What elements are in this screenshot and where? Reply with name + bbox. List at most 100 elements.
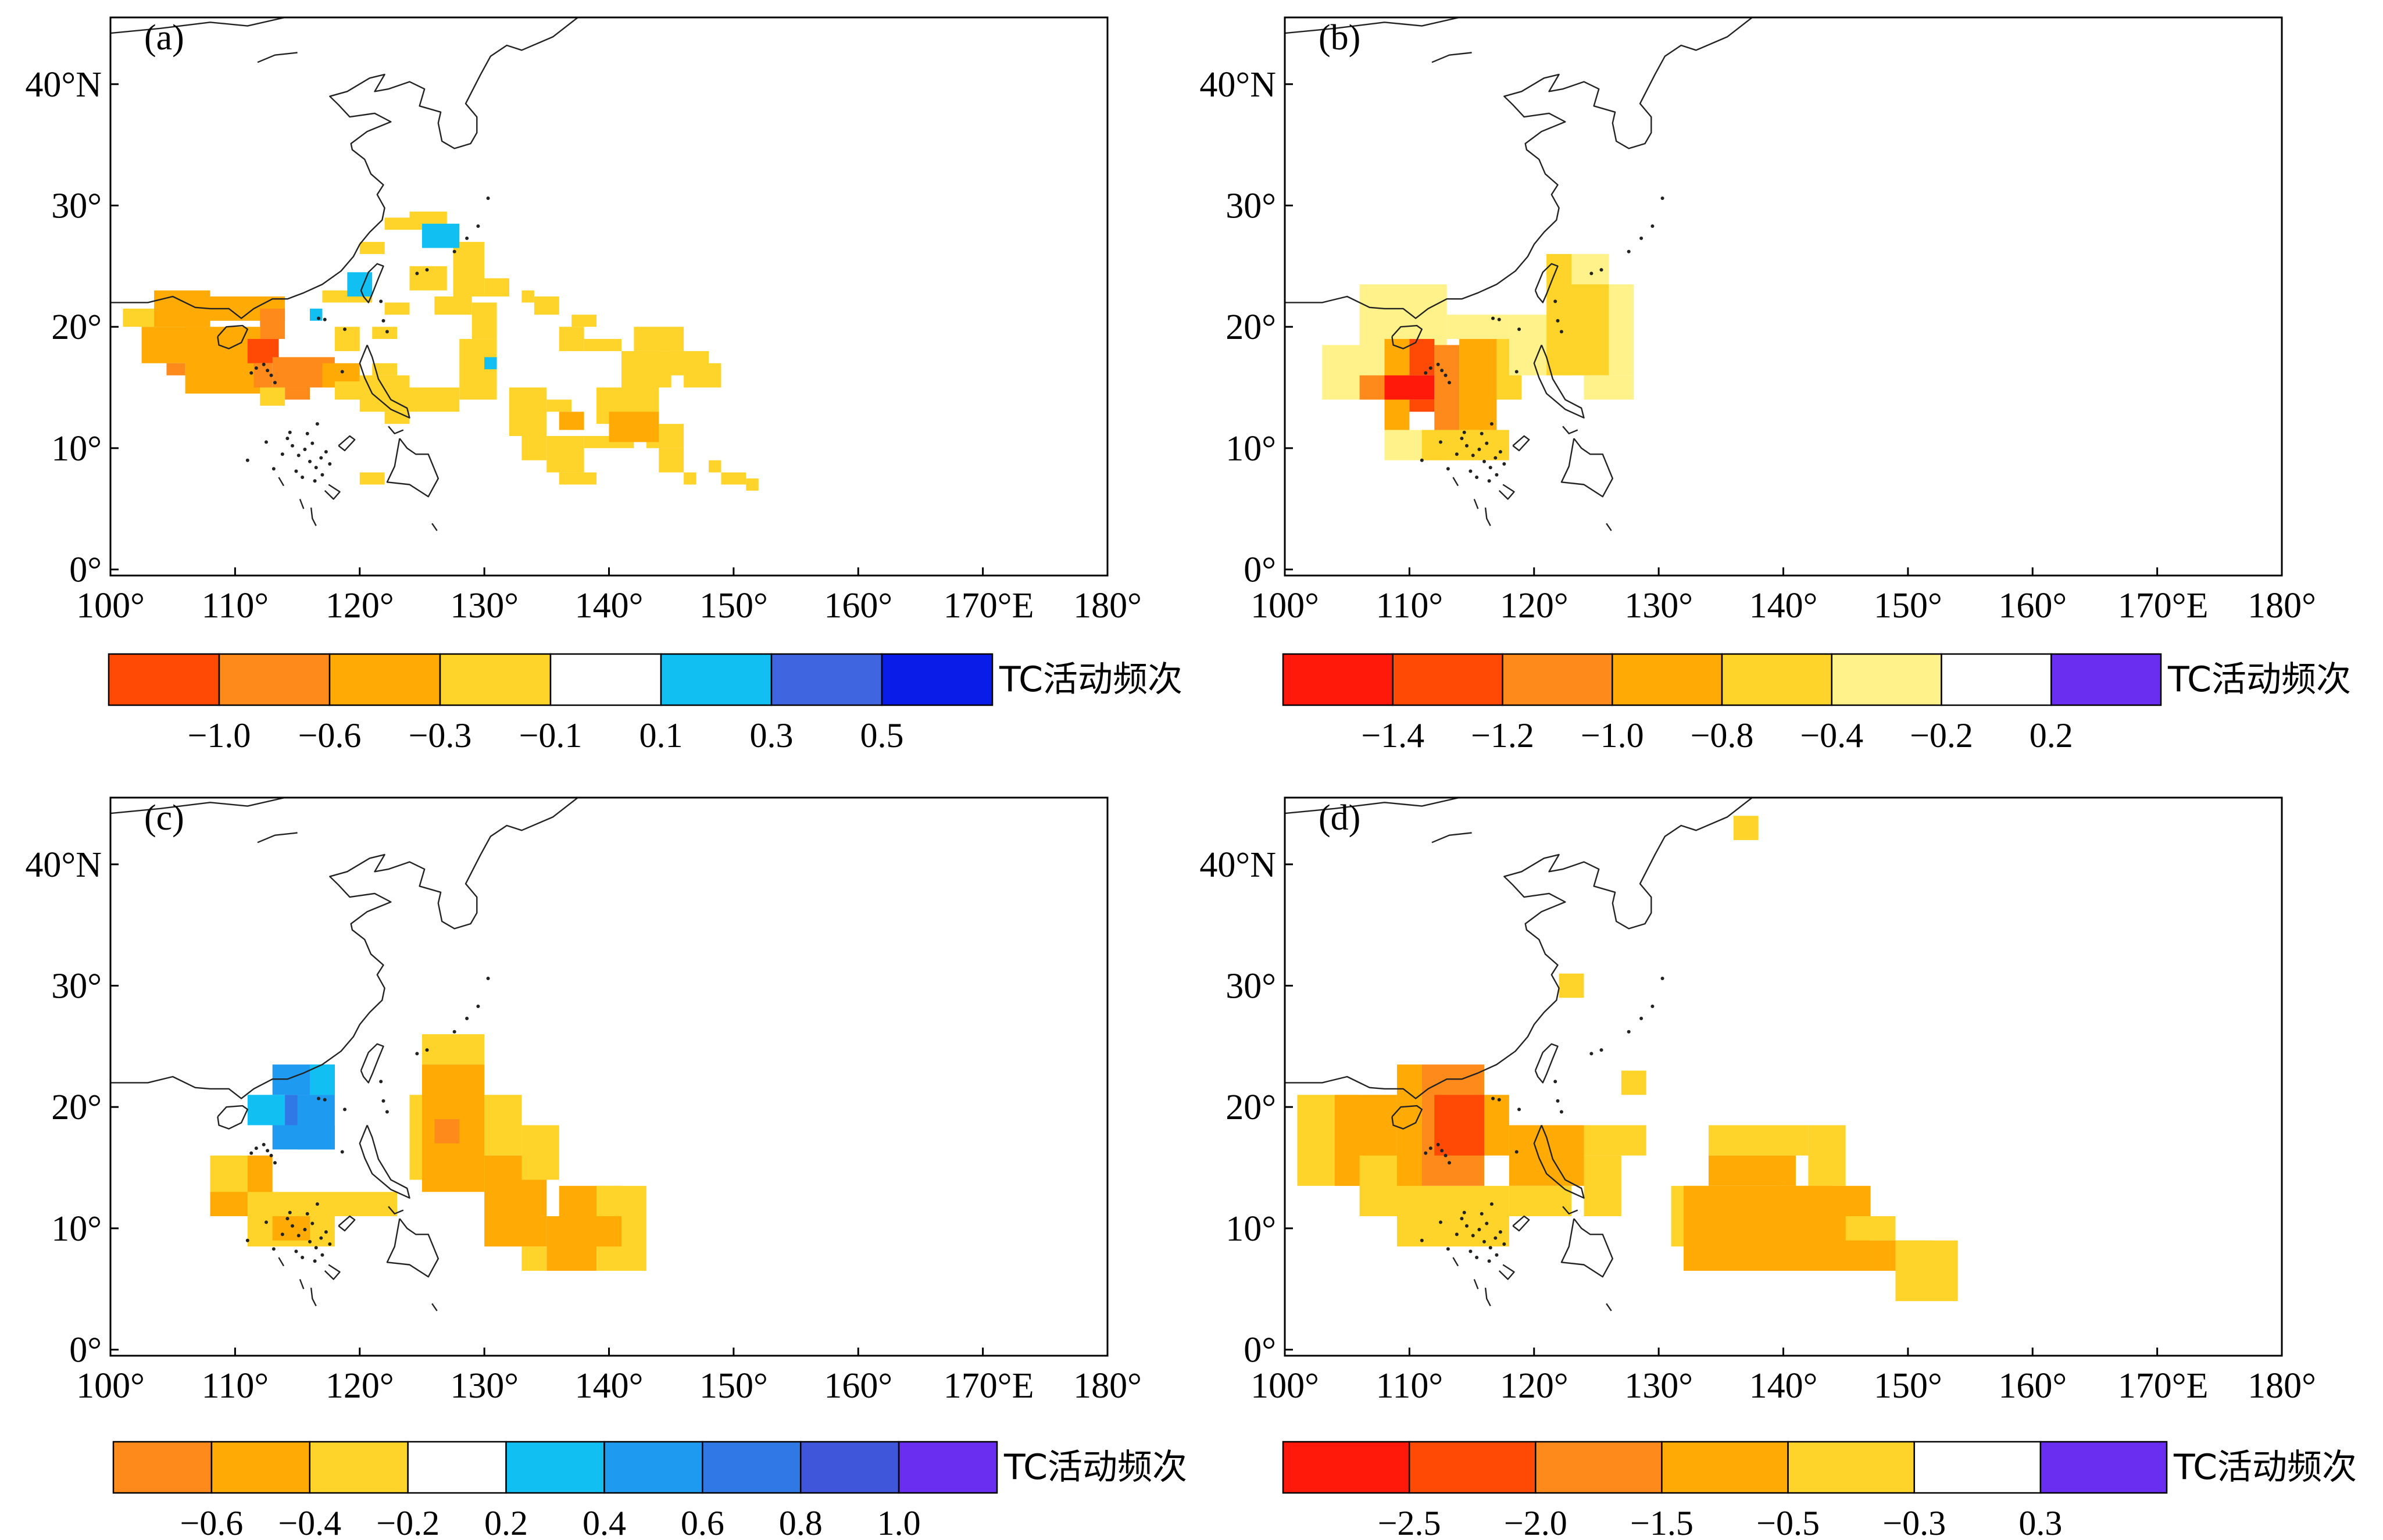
island-dot <box>266 1149 270 1153</box>
island-dot <box>285 1217 290 1221</box>
coastline <box>278 1257 285 1267</box>
island-dot <box>385 1110 389 1114</box>
lon-label: 170°E <box>944 1366 1034 1406</box>
legend-swatch <box>1913 1441 2042 1494</box>
legend-swatch <box>799 1441 900 1494</box>
island-dot <box>254 366 258 370</box>
anomaly-cell <box>559 472 597 485</box>
island-dot <box>476 1004 480 1008</box>
coastline <box>217 1105 248 1130</box>
island-dot <box>1460 1217 1464 1221</box>
island-dot <box>317 316 321 320</box>
legend-d: TC活动频次 −2.5 −2.0 −1.5 −0.5 −0.3 0.3 <box>1282 1441 2357 1540</box>
island-dot <box>1650 224 1655 228</box>
island-dot <box>313 1259 317 1263</box>
island-dot <box>262 1142 266 1146</box>
legend-tick-label: −0.4 <box>1800 716 1863 755</box>
panel-label: (a) <box>144 18 184 58</box>
island-dot <box>415 271 419 276</box>
island-dot <box>310 441 315 445</box>
legend-swatch <box>549 653 662 706</box>
island-dot <box>1447 381 1451 385</box>
island-dot <box>1444 1153 1448 1157</box>
lat-label: 30° <box>51 186 102 226</box>
anomaly-cell <box>1621 1070 1646 1095</box>
lon-label: 110° <box>1376 1366 1444 1406</box>
island-dot <box>313 479 317 483</box>
island-dot <box>1485 441 1489 445</box>
panel-b: (b) 40°N 30° 20° 10° 0°100° 110° 120° 130° 140° 15… <box>1199 16 2351 755</box>
island-dot <box>1428 1146 1432 1150</box>
lon-label: 140° <box>1749 586 1818 626</box>
island-dot <box>379 299 383 303</box>
coastline <box>310 507 317 526</box>
lat-label: 10° <box>1226 429 1276 469</box>
lon-label: 100° <box>1251 1366 1319 1406</box>
island-dot <box>320 473 324 477</box>
lon-label: 140° <box>1749 1366 1818 1406</box>
island-dot <box>486 196 490 200</box>
legend-b: TC活动频次 −1.4 −1.2 −1.0 −0.8 −0.4 −0.2 0.2 <box>1282 653 2351 755</box>
anomaly-cell <box>559 327 584 351</box>
anomaly-cell <box>260 387 285 406</box>
coastline <box>359 345 410 419</box>
legend-tick-label: 0.2 <box>484 1504 528 1540</box>
lon-label: 120° <box>1500 586 1569 626</box>
anomaly-cell <box>1708 1155 1796 1186</box>
anomaly-cell <box>1895 1240 1958 1302</box>
anomaly-cell <box>571 315 597 327</box>
anomaly-cell <box>1808 1125 1846 1186</box>
island-dot <box>1469 469 1473 473</box>
coastline <box>1606 523 1612 531</box>
anomaly-cell <box>154 290 210 327</box>
island-dot <box>343 327 347 331</box>
island-dot <box>1491 1096 1495 1100</box>
lat-label: 20° <box>1226 1088 1276 1127</box>
anomaly-cell <box>334 327 360 351</box>
legend-swatch <box>1612 653 1723 706</box>
island-dot <box>296 1234 301 1238</box>
island-dot <box>273 381 277 385</box>
anomaly-cell <box>1434 345 1460 430</box>
anomaly-cell <box>285 387 310 400</box>
lon-label: 180° <box>1073 586 1142 626</box>
island-dot <box>308 1239 312 1244</box>
island-dot <box>305 1212 309 1216</box>
island-dot <box>1475 1255 1479 1259</box>
island-dot <box>314 466 318 470</box>
island-dot <box>1487 479 1491 483</box>
island-dot <box>1517 1107 1521 1112</box>
island-dot <box>310 1221 315 1225</box>
legend-tick-label: −0.2 <box>376 1504 440 1540</box>
island-dot <box>323 317 327 321</box>
island-dot <box>290 444 294 448</box>
island-dot <box>1556 1099 1560 1103</box>
legend-swatch <box>2039 1441 2168 1494</box>
anomaly-cell <box>384 412 410 424</box>
island-dot <box>1660 196 1664 200</box>
anomaly-cell <box>484 357 497 370</box>
coastline <box>1484 1287 1491 1306</box>
island-dot <box>1446 1247 1450 1251</box>
island-dot <box>415 1052 419 1056</box>
legend-swatch <box>660 653 773 706</box>
anomaly-cell <box>310 1064 335 1095</box>
map-area-c <box>110 798 646 1312</box>
legend-swatch <box>407 1441 507 1494</box>
island-dot <box>1589 1052 1594 1056</box>
panel-c: (c) 40°N 30° 20° 10° 0°100° 110° 120° 130° 140° 15… <box>25 796 1187 1540</box>
anomaly-cell <box>1546 253 1572 278</box>
lon-label: 120° <box>326 1366 394 1406</box>
anomaly-cell <box>1509 1125 1584 1186</box>
legend-swatch <box>108 653 220 706</box>
island-dot <box>1420 1238 1424 1242</box>
island-dot <box>381 1099 385 1103</box>
lon-label: 150° <box>1874 586 1942 626</box>
island-dot <box>340 370 344 374</box>
lat-label: 10° <box>1226 1209 1276 1249</box>
map-frame <box>109 796 1109 1357</box>
island-dot <box>294 469 298 473</box>
island-dot <box>1494 1236 1498 1240</box>
coastline <box>1452 477 1459 487</box>
